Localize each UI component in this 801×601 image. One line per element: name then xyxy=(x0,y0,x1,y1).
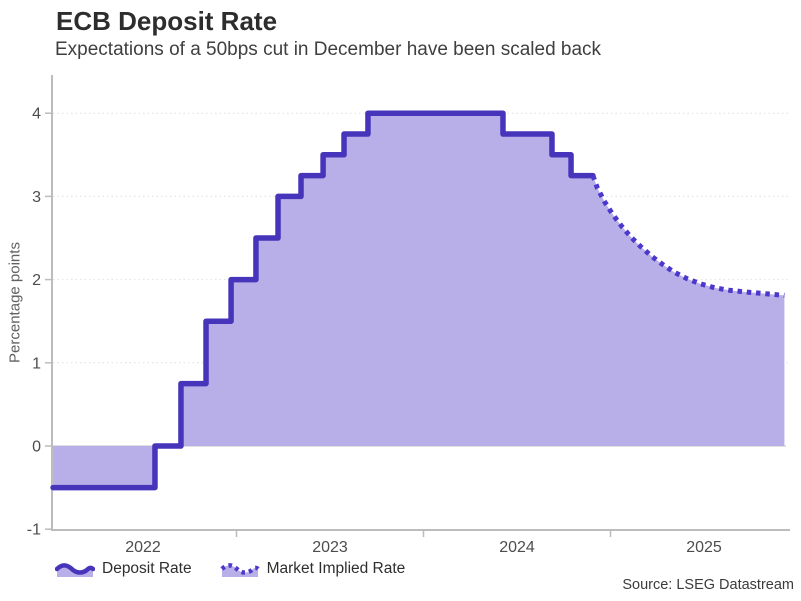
x-tick-label-2023: 2023 xyxy=(312,539,348,556)
y-tick-label-2: 2 xyxy=(32,272,41,289)
rate-area-fill xyxy=(53,113,785,488)
legend-label-market-implied-rate: Market Implied Rate xyxy=(266,560,406,577)
y-tick-label-1: 1 xyxy=(32,355,41,372)
source-credit: Source: LSEG Datastream xyxy=(622,577,794,593)
legend-item-market-implied-rate: Market Implied Rate xyxy=(220,560,406,578)
legend-item-deposit-rate: Deposit Rate xyxy=(55,560,192,578)
deposit-rate-line xyxy=(50,110,596,491)
x-tick-label-2025: 2025 xyxy=(686,539,722,556)
page-subtitle: Expectations of a 50bps cut in December … xyxy=(55,39,602,60)
deposit-rate-legend-icon xyxy=(55,562,95,577)
page-title: ECB Deposit Rate xyxy=(56,6,278,36)
y-tick-label-3: 3 xyxy=(32,189,41,206)
market-implied-rate-legend-icon xyxy=(220,562,260,577)
x-tick-label-2022: 2022 xyxy=(125,539,161,556)
y-tick-label-4: 4 xyxy=(32,106,41,123)
y-tick-label--1: -1 xyxy=(27,522,41,539)
market-implied-rate-line xyxy=(590,174,785,298)
legend: Deposit Rate Market Implied Rate xyxy=(55,560,433,578)
legend-label-deposit-rate: Deposit Rate xyxy=(102,560,192,577)
axes: -1 0 1 2 3 4 2022 2023 2024 2025 xyxy=(27,75,790,556)
y-tick-label-0: 0 xyxy=(32,439,41,456)
x-tick-label-2024: 2024 xyxy=(499,539,535,556)
